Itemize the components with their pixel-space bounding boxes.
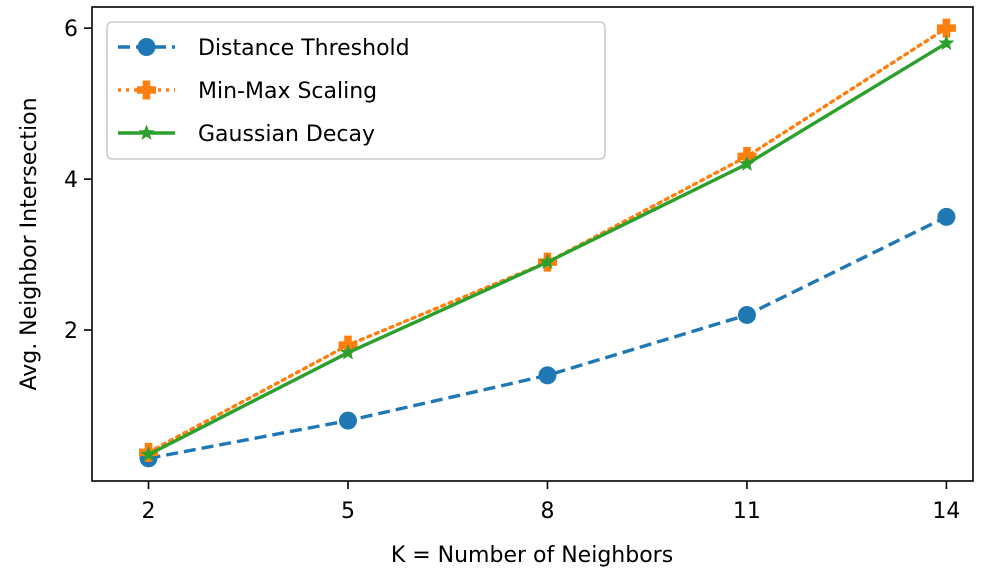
x-tick-label: 5 [341,499,355,524]
y-tick-label: 2 [64,319,78,344]
x-axis-ticks: 2 5 8 11 14 [142,481,960,524]
legend: Distance Threshold Min-Max Scaling Gaussia… [106,21,606,160]
x-tick-label: 8 [540,499,554,524]
data-point [338,411,357,430]
legend-label: Distance Threshold [198,36,410,61]
plot-frame [91,6,974,482]
data-point [936,18,956,38]
y-tick-label: 6 [64,17,78,42]
legend-swatch-marker [137,80,156,100]
legend-entry: Gaussian Decay [118,122,375,147]
data-point [938,34,955,51]
legend-label: Min-Max Scaling [198,79,377,104]
series-gaussian-decay [140,34,955,462]
axes-layer [91,6,974,482]
legend-swatch-marker [137,38,156,56]
legend-label: Gaussian Decay [198,122,375,147]
x-tick-label: 11 [733,499,761,524]
data-point [937,207,956,226]
legend-entry: Min-Max Scaling [118,79,377,104]
data-point [737,305,756,324]
data-point [538,366,557,385]
data-point [738,155,756,171]
x-axis-label: K = Number of Neighbors [391,543,673,568]
legend-swatch-marker [138,124,155,140]
series-layer [139,18,956,468]
x-tick-label: 2 [142,499,156,524]
y-axis-ticks: 2 4 6 [64,17,92,344]
legend-entries: Distance Threshold Min-Max Scaling Gaussia… [118,36,410,147]
legend-box [106,21,606,160]
y-tick-label: 4 [64,168,78,193]
data-point [539,253,556,269]
y-axis-label: Avg. Neighbor Intersection [17,97,42,390]
data-point [140,446,157,462]
legend-entry: Distance Threshold [118,36,410,61]
data-point [339,344,357,360]
x-tick-label: 14 [932,499,960,524]
